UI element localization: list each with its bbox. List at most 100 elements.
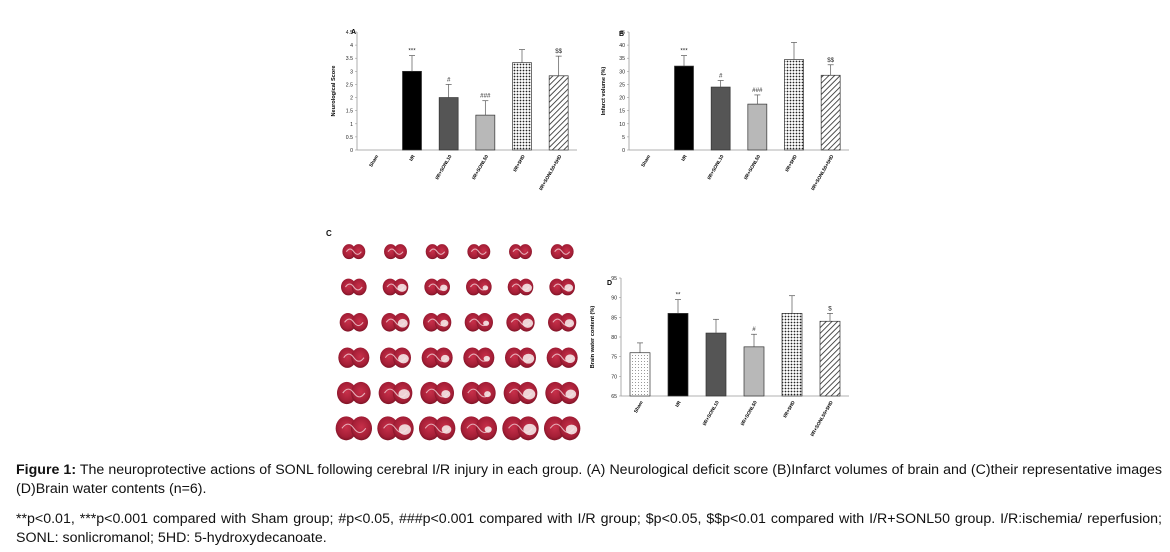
brain-slice: [464, 313, 493, 332]
y-tick-label: 20: [619, 96, 625, 102]
significance-label: ###: [752, 87, 763, 94]
bar-A-3: [475, 114, 496, 151]
slice-infarct: [522, 318, 534, 328]
panel-letter-A: A: [351, 29, 356, 36]
slice-left-hemisphere: [467, 244, 481, 260]
brain-slice: [467, 244, 491, 260]
slice-left-hemisphere: [335, 416, 357, 441]
chart-b-svg: B 0 5 10 15 20 25 30 35 40 45 Infarct volume (%) Sha…: [601, 30, 849, 192]
category-label: Sham: [633, 400, 645, 414]
slice-ventricle: [387, 248, 404, 255]
bar-B-2: [710, 86, 731, 151]
slice-infarct: [441, 425, 452, 434]
slice-ventricle: [512, 248, 529, 255]
brain-slice: [378, 381, 413, 405]
y-tick-label: 0: [622, 148, 625, 154]
category-label: I/R+SONL10: [706, 154, 725, 181]
slice-left-hemisphere: [424, 278, 440, 296]
brain-slice: [545, 381, 580, 405]
slice-left-hemisphere: [466, 278, 481, 296]
slice-left-hemisphere: [506, 313, 523, 332]
slice-left-hemisphere: [546, 347, 565, 368]
slice-ventricle: [345, 283, 363, 291]
slice-left-hemisphere: [377, 416, 399, 441]
panel-a-neurological-score: A 0 0.5 1 1.5 2 2.5 3 3.5 4 4.5 Neurological Score S…: [327, 24, 587, 204]
y-tick-label: 0: [350, 148, 353, 154]
figure-caption: Figure 1: The neuroprotective actions of…: [16, 461, 1162, 548]
category-label: I/R+SONL50: [743, 154, 762, 181]
brain-slice: [543, 416, 581, 441]
y-tick-label: 30: [619, 69, 625, 75]
panel-c-letter-text: C: [326, 229, 332, 238]
slice-ventricle: [343, 353, 365, 362]
y-axis-label: Neurological Score: [331, 66, 337, 117]
brain-slice: [418, 416, 456, 441]
category-label: I/R+SONL50+5HD: [538, 154, 563, 192]
brain-slice: [549, 278, 575, 296]
slice-left-hemisphere: [384, 244, 398, 260]
y-tick-label: 1: [350, 122, 353, 128]
slice-infarct: [484, 426, 492, 433]
slice-left-hemisphere: [378, 381, 399, 405]
slice-left-hemisphere: [425, 244, 439, 260]
slice-left-hemisphere: [381, 313, 398, 332]
slice-right-hemisphere: [351, 347, 370, 368]
slice-ventricle: [554, 248, 571, 255]
brain-slice: [336, 381, 371, 405]
y-tick-label: 70: [611, 374, 617, 380]
slice-infarct: [565, 424, 578, 435]
y-tick-label: 15: [619, 109, 625, 115]
brain-slice: [420, 381, 455, 405]
caption-label: Figure 1:: [16, 462, 77, 478]
chart-d-svg: D 65 70 75 80 85 90 95 Brain water content (%) Sh…: [590, 276, 849, 438]
slice-infarct: [523, 423, 537, 436]
y-tick-label: 2.5: [346, 82, 353, 88]
y-tick-label: 35: [619, 56, 625, 62]
slice-infarct: [398, 389, 410, 400]
caption-text: The neuroprotective actions of SONL foll…: [16, 462, 1162, 497]
panel-c-letter: C: [326, 229, 332, 238]
significance-label: ###: [480, 93, 491, 100]
slice-left-hemisphere: [339, 313, 357, 332]
slice-right-hemisphere: [351, 313, 368, 332]
slice-left-hemisphere: [502, 416, 524, 441]
bar-A-5: [548, 75, 569, 151]
slice-right-hemisphere: [435, 244, 449, 260]
brain-slice: [546, 347, 578, 368]
brain-slice: [339, 313, 368, 332]
y-tick-label: 75: [611, 355, 617, 361]
caption-main: Figure 1: The neuroprotective actions of…: [16, 461, 1162, 499]
brain-slice: [507, 278, 534, 296]
slice-left-hemisphere: [342, 244, 356, 260]
slice-left-hemisphere: [463, 347, 482, 368]
bar-A-4: [512, 62, 532, 151]
brain-slice-image-grid: [335, 244, 581, 441]
brain-slice: [503, 381, 538, 405]
slice-left-hemisphere: [418, 416, 441, 441]
slice-left-hemisphere: [380, 347, 398, 368]
slice-left-hemisphere: [461, 381, 482, 405]
slice-right-hemisphere: [560, 244, 574, 260]
bar-D-1: [667, 313, 689, 397]
y-tick-label: 95: [611, 276, 617, 282]
chart-a-svg: A 0 0.5 1 1.5 2 2.5 3 3.5 4 4.5 Neurological Score S…: [331, 29, 577, 192]
bar-B-4: [784, 59, 804, 151]
panel-b-infarct-volume: B 0 5 10 15 20 25 30 35 40 45 Infarct volume (%) Sha…: [597, 24, 857, 204]
brain-slice: [505, 347, 536, 368]
brain-slice: [380, 347, 411, 368]
slice-infarct: [522, 353, 535, 364]
slice-ventricle: [344, 318, 364, 327]
category-label: I/R+5HD: [512, 154, 527, 174]
category-label: I/R+5HD: [784, 154, 799, 174]
category-label: I/R+SONL50: [471, 154, 490, 181]
slice-right-hemisphere: [351, 381, 371, 405]
slice-infarct: [483, 320, 490, 326]
brain-slice: [382, 278, 409, 296]
slice-infarct: [441, 390, 451, 399]
y-tick-label: 10: [619, 122, 625, 128]
slice-left-hemisphere: [341, 278, 356, 296]
category-label: I/R+SONL10: [434, 154, 453, 181]
slice-infarct: [565, 354, 576, 364]
y-tick-label: 5: [622, 135, 625, 141]
slice-infarct: [440, 354, 450, 363]
